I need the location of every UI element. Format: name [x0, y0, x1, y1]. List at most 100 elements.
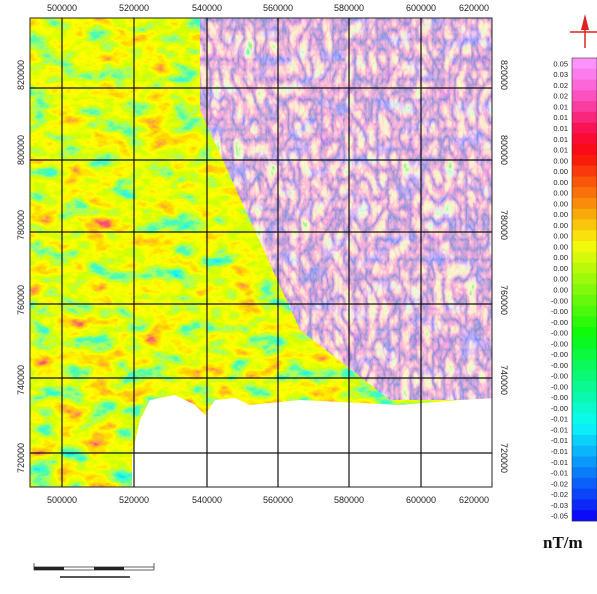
colorbar-label: -0.02	[551, 479, 568, 488]
colorbar-swatch	[572, 252, 597, 263]
x-tick-label: 580000	[334, 3, 364, 13]
colorbar-label: 0.00	[553, 286, 568, 295]
page: {"map": { "x_ticks_top": ["500000", "520…	[0, 0, 597, 589]
colorbar-swatch	[572, 295, 597, 306]
colorbar-label: 0.01	[553, 135, 568, 144]
x-tick-label: 620000	[459, 3, 489, 13]
colorbar-swatch	[572, 101, 597, 112]
colorbar-label: -0.03	[551, 501, 568, 510]
colorbar-swatch	[572, 413, 597, 424]
y-tick-label: 760000	[499, 285, 509, 315]
colorbar-swatch	[572, 489, 597, 500]
x-tick-label: 580000	[334, 495, 364, 505]
colorbar-label: 0.00	[553, 210, 568, 219]
colorbar-swatch	[572, 284, 597, 295]
x-tick-label: 520000	[119, 495, 149, 505]
colorbar-label: -0.05	[551, 512, 568, 521]
colorbar-swatch	[572, 112, 597, 123]
colorbar-label: -0.01	[551, 469, 568, 478]
y-tick-label: 780000	[16, 210, 26, 240]
colorbar-label: 0.02	[553, 92, 568, 101]
y-tick-label: 780000	[499, 210, 509, 240]
colorbar-swatch	[572, 403, 597, 414]
raster	[30, 18, 495, 490]
y-tick-label: 800000	[16, 135, 26, 165]
colorbar-swatch	[572, 80, 597, 91]
colorbar-label: -0.00	[551, 361, 568, 370]
colorbar-label: 0.00	[553, 189, 568, 198]
colorbar-label: -0.00	[551, 329, 568, 338]
colorbar-label: -0.00	[551, 404, 568, 413]
colorbar-swatch	[572, 435, 597, 446]
colorbar-swatch	[572, 370, 597, 381]
colorbar-swatch	[572, 58, 597, 69]
colorbar-swatch	[572, 90, 597, 101]
colorbar-label: -0.01	[551, 447, 568, 456]
colorbar-label: -0.00	[551, 350, 568, 359]
colorbar-label: 0.01	[553, 102, 568, 111]
colorbar-swatch	[572, 424, 597, 435]
colorbar-label: 0.00	[553, 264, 568, 273]
y-tick-label: 820000	[499, 60, 509, 90]
colorbar-swatch	[572, 123, 597, 134]
colorbar: 0.050.030.020.020.010.010.010.010.010.00…	[551, 58, 597, 521]
y-tick-label: 800000	[499, 135, 509, 165]
colorbar-label: -0.00	[551, 339, 568, 348]
colorbar-label: 0.03	[553, 70, 568, 79]
colorbar-label: 0.00	[553, 167, 568, 176]
y-tick-label: 760000	[16, 285, 26, 315]
north-arrow	[570, 14, 597, 48]
colorbar-label: 0.00	[553, 242, 568, 251]
colorbar-swatch	[572, 69, 597, 80]
colorbar-label: -0.00	[551, 393, 568, 402]
colorbar-swatch	[572, 263, 597, 274]
colorbar-swatch	[572, 381, 597, 392]
colorbar-label: -0.00	[551, 318, 568, 327]
colorbar-swatch	[572, 230, 597, 241]
colorbar-label: 0.05	[553, 59, 568, 68]
colorbar-label: 0.01	[553, 124, 568, 133]
colorbar-label: -0.02	[551, 490, 568, 499]
colorbar-swatch	[572, 359, 597, 370]
colorbar-swatch	[572, 166, 597, 177]
colorbar-swatch	[572, 241, 597, 252]
x-tick-label: 600000	[406, 3, 436, 13]
y-tick-label: 740000	[499, 365, 509, 395]
scale-bar	[34, 563, 154, 578]
colorbar-swatch	[572, 478, 597, 489]
colorbar-swatch	[572, 446, 597, 457]
colorbar-swatch	[572, 220, 597, 231]
colorbar-swatch	[572, 510, 597, 521]
x-tick-label: 500000	[47, 495, 77, 505]
colorbar-label: 0.01	[553, 146, 568, 155]
colorbar-swatch	[572, 273, 597, 284]
colorbar-label: 0.00	[553, 178, 568, 187]
x-tick-label: 620000	[459, 495, 489, 505]
colorbar-label: 0.02	[553, 81, 568, 90]
colorbar-swatch	[572, 176, 597, 187]
y-tick-label: 820000	[16, 60, 26, 90]
colorbar-swatch	[572, 306, 597, 317]
x-tick-label: 540000	[192, 3, 222, 13]
colorbar-label: -0.00	[551, 307, 568, 316]
colorbar-swatch	[572, 349, 597, 360]
colorbar-swatch	[572, 392, 597, 403]
colorbar-swatch	[572, 198, 597, 209]
colorbar-swatch	[572, 187, 597, 198]
colorbar-label: 0.00	[553, 253, 568, 262]
colorbar-label: -0.01	[551, 415, 568, 424]
x-tick-label: 540000	[192, 495, 222, 505]
colorbar-label: 0.00	[553, 221, 568, 230]
colorbar-swatch	[572, 338, 597, 349]
x-tick-label: 600000	[406, 495, 436, 505]
colorbar-swatch	[572, 133, 597, 144]
colorbar-label: -0.01	[551, 436, 568, 445]
x-tick-label: 500000	[47, 3, 77, 13]
colorbar-swatch	[572, 467, 597, 478]
no-data-area	[132, 395, 495, 490]
colorbar-swatch	[572, 499, 597, 510]
unit-label: nT/m	[543, 533, 583, 552]
colorbar-label: -0.00	[551, 382, 568, 391]
colorbar-swatch	[572, 155, 597, 166]
x-tick-label: 520000	[119, 3, 149, 13]
